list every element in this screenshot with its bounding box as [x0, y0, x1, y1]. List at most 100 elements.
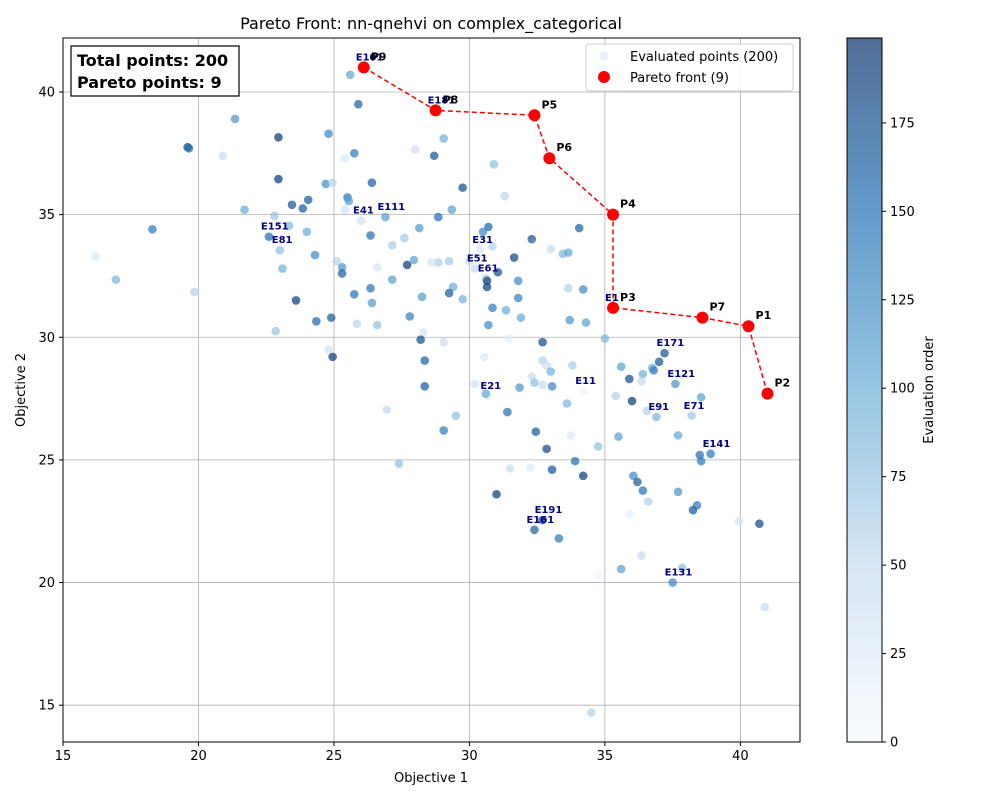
evaluated-point — [624, 509, 634, 519]
evaluated-point — [478, 227, 488, 237]
evaluated-point-label: E171 — [657, 338, 685, 349]
colorbar-tick-label: 125 — [890, 293, 915, 308]
evaluated-point — [321, 179, 331, 189]
evaluated-point — [504, 334, 514, 343]
evaluated-point-label: E61 — [478, 263, 499, 274]
evaluated-point — [538, 337, 547, 347]
pareto-front-line — [363, 66, 769, 394]
evaluated-point — [302, 227, 312, 237]
evaluated-point — [439, 134, 448, 143]
pareto-point-label: P7 — [709, 301, 725, 314]
evaluated-point — [673, 487, 683, 497]
evaluated-point — [627, 396, 637, 406]
evaluated-point — [310, 250, 320, 260]
evaluated-point — [111, 275, 121, 284]
legend-frame — [585, 43, 794, 92]
colorbar-ticks: 0 25 50 75 100 125 150 175 — [882, 116, 915, 751]
evaluated-point — [493, 267, 503, 277]
evaluated-point-label: E111 — [377, 202, 405, 213]
evaluated-point — [611, 391, 621, 401]
evaluated-point — [530, 378, 539, 387]
evaluated-point — [447, 205, 457, 215]
evaluated-point — [416, 335, 425, 345]
evaluated-point — [387, 275, 397, 284]
evaluated-point — [547, 465, 557, 475]
evaluated-point — [373, 263, 382, 272]
evaluated-point — [568, 361, 577, 370]
evaluated-point — [554, 534, 564, 543]
pareto-point — [742, 320, 755, 333]
evaluated-point — [274, 133, 283, 142]
evaluated-point — [488, 242, 497, 251]
x-tick-label: 40 — [732, 749, 749, 764]
pareto-point — [696, 311, 709, 324]
evaluated-point — [345, 70, 355, 80]
y-tick-label: 30 — [38, 331, 55, 346]
evaluated-point — [581, 318, 591, 327]
evaluated-point — [312, 317, 321, 326]
pareto-point — [528, 109, 541, 122]
evaluated-point — [354, 99, 363, 109]
evaluated-point — [287, 200, 297, 210]
evaluated-point-label: E31 — [472, 235, 493, 246]
evaluated-point — [492, 489, 501, 499]
y-tick-label: 40 — [38, 85, 55, 100]
evaluated-point — [531, 427, 541, 437]
evaluated-point — [593, 442, 603, 451]
y-tick-label: 20 — [38, 576, 55, 591]
pareto-point — [761, 387, 774, 400]
evaluated-point — [444, 288, 454, 298]
colorbar-gradient — [846, 37, 883, 743]
pareto-point-label: P5 — [541, 98, 557, 111]
evaluated-point — [451, 411, 461, 421]
evaluated-point-label: E161 — [526, 515, 554, 526]
evaluated-point — [328, 178, 337, 188]
evaluated-point — [755, 519, 764, 528]
evaluated-point — [516, 313, 526, 322]
evaluated-point — [433, 258, 443, 267]
evaluated-point — [542, 444, 551, 454]
evaluated-point — [349, 148, 359, 158]
x-tick-label: 15 — [55, 749, 72, 764]
evaluated-point — [578, 471, 588, 481]
evaluated-point-label: E131 — [665, 568, 693, 579]
evaluated-point — [649, 366, 658, 375]
evaluated-point — [275, 245, 285, 255]
evaluated-point — [566, 431, 576, 440]
evaluated-point — [673, 431, 683, 440]
plot-frame — [62, 37, 801, 743]
colorbar-tick-label: 150 — [890, 205, 915, 220]
x-tick-label: 35 — [597, 749, 614, 764]
pareto-point-label: P3 — [620, 291, 636, 304]
evaluated-point — [500, 191, 509, 201]
evaluated-point — [570, 456, 580, 466]
evaluated-point — [482, 276, 492, 286]
evaluated-point — [337, 269, 347, 278]
evaluated-point — [593, 570, 603, 580]
evaluated-point — [734, 516, 744, 526]
x-tick-label: 30 — [461, 749, 478, 764]
colorbar-tick-label: 75 — [890, 470, 907, 485]
evaluated-point-label: E101 — [356, 52, 384, 63]
evaluated-point — [373, 320, 382, 330]
evaluated-point-label: E51 — [467, 254, 488, 265]
evaluated-point — [230, 114, 240, 124]
evaluated-point — [488, 303, 497, 313]
evaluated-point-label: E81 — [272, 235, 293, 246]
evaluated-point — [538, 380, 547, 390]
evaluated-point — [352, 319, 362, 329]
evaluated-point — [480, 352, 489, 362]
evaluated-point — [218, 151, 228, 161]
colorbar-tick-label: 100 — [890, 382, 915, 397]
y-tick-label: 35 — [38, 208, 55, 223]
evaluated-point — [515, 383, 524, 392]
evaluated-point — [696, 393, 706, 402]
evaluated-point — [538, 515, 547, 525]
info-pareto-points: Pareto points: 9 — [77, 73, 222, 92]
y-tick-label: 15 — [38, 699, 55, 714]
evaluated-point — [616, 362, 626, 371]
evaluated-point — [381, 212, 390, 222]
evaluated-point — [382, 405, 392, 414]
evaluated-point — [303, 195, 313, 205]
